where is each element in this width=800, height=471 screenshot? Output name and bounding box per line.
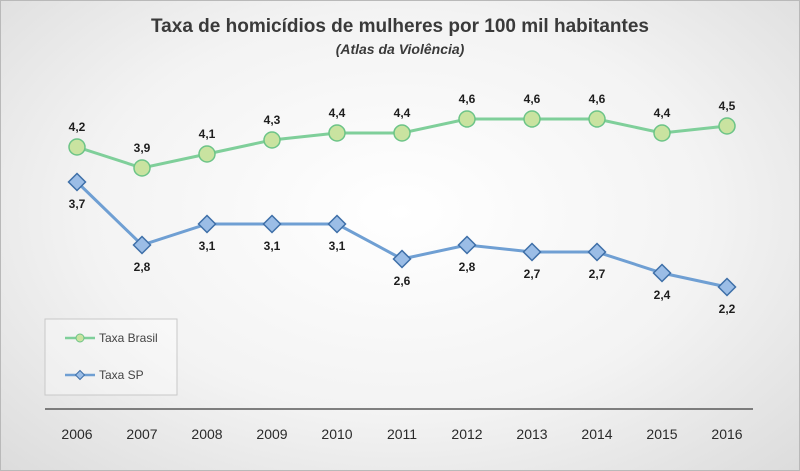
- data-label-taxa-sp-2014: 2,7: [589, 267, 606, 281]
- data-label-taxa-brasil-2016: 4,5: [719, 99, 736, 113]
- data-point-taxa-sp-2015: [652, 263, 672, 283]
- x-tick-2015: 2015: [646, 426, 677, 442]
- x-tick-2009: 2009: [256, 426, 287, 442]
- series-line-taxa-sp: [75, 180, 728, 289]
- data-label-taxa-sp-2010: 3,1: [329, 239, 346, 253]
- data-point-taxa-sp-2012: [457, 235, 477, 255]
- series-layer: [67, 110, 737, 297]
- x-tick-2014: 2014: [581, 426, 612, 442]
- data-label-taxa-brasil-2011: 4,4: [394, 106, 411, 120]
- data-label-taxa-brasil-2014: 4,6: [589, 92, 606, 106]
- legend-label-taxa-sp: Taxa SP: [99, 368, 144, 382]
- data-label-taxa-sp-2013: 2,7: [524, 267, 541, 281]
- x-tick-2006: 2006: [61, 426, 92, 442]
- data-point-taxa-brasil-2008: [198, 145, 216, 163]
- data-point-taxa-sp-2008: [197, 214, 217, 234]
- data-label-taxa-sp-2006: 3,7: [69, 197, 86, 211]
- data-point-taxa-brasil-2013: [523, 110, 541, 128]
- data-label-taxa-sp-2016: 2,2: [719, 302, 736, 316]
- x-tick-2008: 2008: [191, 426, 222, 442]
- data-label-taxa-brasil-2009: 4,3: [264, 113, 281, 127]
- data-point-taxa-brasil-2016: [718, 117, 736, 135]
- data-point-taxa-sp-2016: [717, 277, 737, 297]
- x-tick-2010: 2010: [321, 426, 352, 442]
- data-label-taxa-brasil-2008: 4,1: [199, 127, 216, 141]
- x-tick-2012: 2012: [451, 426, 482, 442]
- data-label-taxa-brasil-2013: 4,6: [524, 92, 541, 106]
- data-label-taxa-sp-2011: 2,6: [394, 274, 411, 288]
- x-tick-2007: 2007: [126, 426, 157, 442]
- data-label-taxa-sp-2008: 3,1: [199, 239, 216, 253]
- data-point-taxa-brasil-2010: [328, 124, 346, 142]
- legend-label-taxa-brasil: Taxa Brasil: [99, 331, 158, 345]
- data-labels: 4,2 3,9 4,1 4,3 4,4 4,4 4,6 4,6 4,6 4,4 4,5 3,7 2,8 3…: [69, 92, 736, 316]
- data-point-taxa-brasil-2011: [393, 124, 411, 142]
- data-label-taxa-brasil-2007: 3,9: [134, 141, 151, 155]
- legend: Taxa Brasil Taxa SP: [44, 318, 178, 396]
- data-point-taxa-brasil-2015: [653, 124, 671, 142]
- data-label-taxa-sp-2009: 3,1: [264, 239, 281, 253]
- data-point-taxa-sp-2009: [262, 214, 282, 234]
- chart-title: Taxa de homicídios de mulheres por 100 m…: [151, 16, 649, 37]
- x-tick-2011: 2011: [387, 426, 417, 442]
- data-label-taxa-brasil-2015: 4,4: [654, 106, 671, 120]
- data-label-taxa-sp-2015: 2,4: [654, 288, 671, 302]
- data-point-taxa-sp-2013: [522, 242, 542, 262]
- data-point-taxa-brasil-2012: [458, 110, 476, 128]
- data-point-taxa-sp-2006: [67, 172, 87, 192]
- data-label-taxa-sp-2012: 2,8: [459, 260, 476, 274]
- data-label-taxa-brasil-2006: 4,2: [69, 120, 86, 134]
- data-point-taxa-sp-2014: [587, 242, 607, 262]
- legend-box: [44, 318, 178, 396]
- data-point-taxa-brasil-2009: [263, 131, 281, 149]
- data-point-taxa-sp-2010: [327, 214, 347, 234]
- data-point-taxa-brasil-2007: [133, 159, 151, 177]
- data-label-taxa-brasil-2012: 4,6: [459, 92, 476, 106]
- data-point-taxa-brasil-2006: [68, 138, 86, 156]
- x-tick-2016: 2016: [711, 426, 742, 442]
- data-label-taxa-sp-2007: 2,8: [134, 260, 151, 274]
- legend-marker-taxa-sp: [74, 369, 86, 381]
- x-tick-2013: 2013: [516, 426, 547, 442]
- x-axis-ticks: 2006 2007 2008 2009 2010 2011 2012 2013 2014 2015…: [61, 426, 742, 442]
- data-point-taxa-sp-2007: [132, 235, 152, 255]
- data-point-taxa-brasil-2014: [588, 110, 606, 128]
- chart-subtitle: (Atlas da Violência): [336, 41, 465, 57]
- data-point-taxa-sp-2011: [392, 249, 412, 269]
- legend-marker-taxa-brasil: [75, 333, 85, 343]
- data-label-taxa-brasil-2010: 4,4: [329, 106, 346, 120]
